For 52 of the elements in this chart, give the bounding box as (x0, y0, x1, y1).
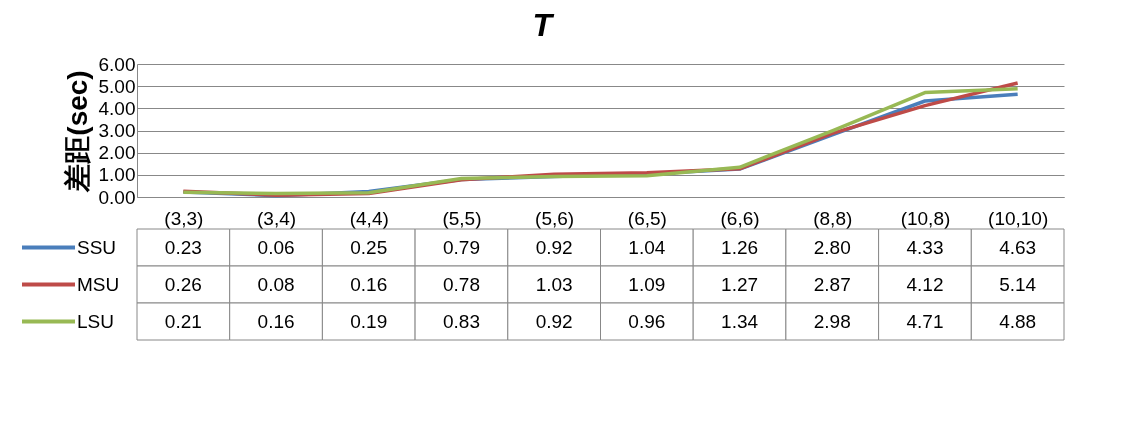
data-label: 0.19 (350, 310, 388, 332)
y-tick-label: 1.00 (98, 164, 136, 186)
y-tick-label: 2.00 (98, 142, 136, 164)
data-label: 0.96 (628, 310, 666, 332)
y-tick-label: 5.00 (98, 75, 136, 97)
data-label: 0.23 (164, 236, 202, 258)
data-label: 0.25 (350, 236, 388, 258)
data-label: 2.80 (813, 236, 851, 258)
data-label: 1.09 (628, 273, 666, 295)
x-tick-label: (5,6) (535, 207, 575, 229)
data-label: 0.26 (164, 273, 202, 295)
x-tick-label: (5,5) (442, 207, 482, 229)
x-tick-label: (3,3) (164, 207, 204, 229)
x-tick-label: (6,5) (627, 207, 667, 229)
data-label: 0.08 (257, 273, 295, 295)
data-label: 4.88 (999, 310, 1037, 332)
legend-label: LSU (77, 310, 114, 332)
data-label: 4.33 (906, 236, 944, 258)
data-label: 2.87 (813, 273, 851, 295)
data-label: 0.92 (535, 310, 573, 332)
y-tick-label: 4.00 (98, 97, 136, 119)
data-label: 0.06 (257, 236, 295, 258)
x-tick-label: (8,8) (813, 207, 853, 229)
data-label: 4.12 (906, 273, 944, 295)
x-tick-label: (3,4) (257, 207, 297, 229)
x-tick-label: (6,6) (720, 207, 760, 229)
x-tick-label: (4,4) (349, 207, 389, 229)
data-label: 0.92 (535, 236, 573, 258)
data-label: 1.26 (721, 236, 759, 258)
data-label: 0.78 (442, 273, 480, 295)
x-tick-label: (10,8) (900, 207, 951, 229)
data-label: 2.98 (813, 310, 851, 332)
y-tick-label: 0.00 (98, 186, 136, 208)
data-label: 0.21 (164, 310, 202, 332)
data-label: 0.16 (257, 310, 295, 332)
data-label: 1.27 (721, 273, 759, 295)
y-axis-title: 差距(sec) (61, 70, 93, 193)
data-label: 0.79 (442, 236, 480, 258)
data-label: 1.34 (721, 310, 759, 332)
chart-title: T (532, 7, 555, 43)
x-tick-label: (10,10) (988, 207, 1049, 229)
data-label: 5.14 (999, 273, 1037, 295)
data-label: 1.04 (628, 236, 666, 258)
data-label: 1.03 (535, 273, 573, 295)
data-label: 4.71 (906, 310, 944, 332)
legend-label: MSU (77, 273, 120, 295)
y-tick-label: 6.00 (98, 53, 136, 75)
y-tick-label: 3.00 (98, 120, 136, 141)
data-label: 4.63 (999, 236, 1037, 258)
legend-label: SSU (77, 236, 117, 258)
data-label: 0.83 (442, 310, 480, 332)
data-label: 0.16 (350, 273, 388, 295)
